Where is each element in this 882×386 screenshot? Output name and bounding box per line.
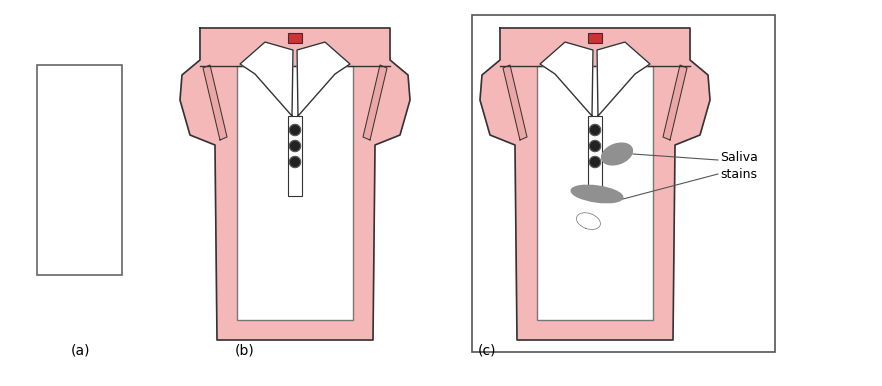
Polygon shape [540,42,593,116]
Polygon shape [297,42,350,116]
Polygon shape [363,65,387,140]
Circle shape [289,141,301,151]
Polygon shape [597,42,650,116]
Circle shape [289,156,301,168]
Bar [537,66,653,320]
Text: (a): (a) [71,344,90,358]
Polygon shape [240,42,293,116]
Ellipse shape [602,143,632,165]
Circle shape [589,125,601,135]
Polygon shape [480,28,710,340]
Bar [588,116,602,196]
Bar [472,15,775,352]
Text: Saliva
stains: Saliva stains [720,151,758,181]
Circle shape [289,125,301,135]
Ellipse shape [572,185,623,203]
Bar [237,66,353,320]
Polygon shape [203,65,227,140]
Polygon shape [663,65,687,140]
Bar [288,116,302,196]
Bar [588,33,602,43]
Text: (b): (b) [235,344,255,358]
Text: (c): (c) [478,344,497,358]
Circle shape [589,141,601,151]
Polygon shape [180,28,410,340]
Circle shape [589,156,601,168]
Bar [288,33,302,43]
Polygon shape [503,65,527,140]
Bar [37,65,122,275]
